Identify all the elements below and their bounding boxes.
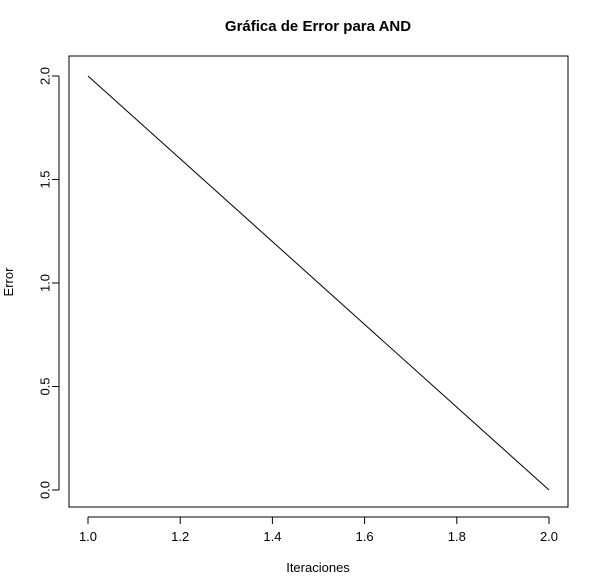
x-tick-label: 1.8 xyxy=(448,529,466,544)
x-axis-title: Iteraciones xyxy=(286,560,350,575)
x-tick-label: 1.2 xyxy=(171,529,189,544)
series-line xyxy=(87,75,550,491)
series-group xyxy=(87,75,550,491)
chart-title: Gráfica de Error para AND xyxy=(225,18,411,35)
y-tick-label: 1.0 xyxy=(38,274,53,292)
y-tick-label: 0.0 xyxy=(38,481,53,499)
x-tick-label: 1.0 xyxy=(79,529,97,544)
plot-frame xyxy=(68,55,569,508)
y-tick-label: 2.0 xyxy=(38,67,53,85)
y-axis: 0.0 0.5 1.0 1.5 2.0 xyxy=(38,67,60,499)
x-tick-label: 1.4 xyxy=(263,529,281,544)
y-tick-label: 1.5 xyxy=(38,170,53,188)
y-tick-label: 0.5 xyxy=(38,377,53,395)
y-axis-title: Error xyxy=(1,267,16,297)
x-axis: 1.0 1.2 1.4 1.6 1.8 2.0 xyxy=(79,516,558,544)
x-tick-label: 2.0 xyxy=(540,529,558,544)
x-tick-label: 1.6 xyxy=(356,529,374,544)
